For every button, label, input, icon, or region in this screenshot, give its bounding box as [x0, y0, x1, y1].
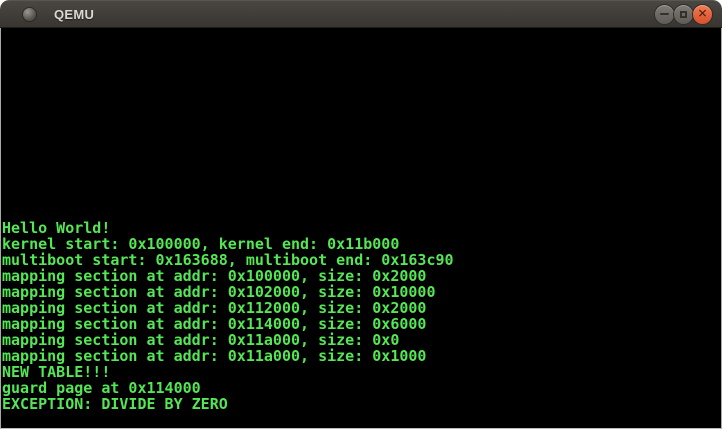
console-line: multiboot start: 0x163688, multiboot end…	[2, 251, 454, 269]
console-line: Hello World!	[2, 219, 111, 237]
console-line: kernel start: 0x100000, kernel end: 0x11…	[2, 235, 400, 253]
window-controls: ✕	[654, 3, 713, 25]
minimize-button[interactable]	[654, 3, 675, 25]
close-icon: ✕	[697, 6, 708, 21]
console-line: mapping section at addr: 0x100000, size:…	[2, 267, 427, 285]
titlebar[interactable]: QEMU ✕	[0, 0, 722, 28]
maximize-button[interactable]	[673, 3, 694, 25]
console-line: mapping section at addr: 0x11a000, size:…	[2, 331, 400, 349]
console-line: mapping section at addr: 0x102000, size:…	[2, 283, 436, 301]
console-line: EXCEPTION: DIVIDE BY ZERO	[2, 395, 228, 413]
console-line: guard page at 0x114000	[2, 379, 201, 397]
window-title: QEMU	[54, 6, 95, 22]
close-button[interactable]: ✕	[692, 3, 713, 25]
maximize-icon	[680, 10, 687, 18]
console-output: Hello World! kernel start: 0x100000, ker…	[2, 220, 722, 412]
console-line: NEW TABLE!!!	[2, 363, 111, 381]
console-line: mapping section at addr: 0x11a000, size:…	[2, 347, 427, 365]
qemu-app-icon	[23, 7, 36, 21]
console-line: mapping section at addr: 0x112000, size:…	[2, 299, 427, 317]
minimize-icon	[660, 13, 669, 15]
console-screen[interactable]: Hello World! kernel start: 0x100000, ker…	[0, 28, 722, 429]
console-line: mapping section at addr: 0x114000, size:…	[2, 315, 427, 333]
